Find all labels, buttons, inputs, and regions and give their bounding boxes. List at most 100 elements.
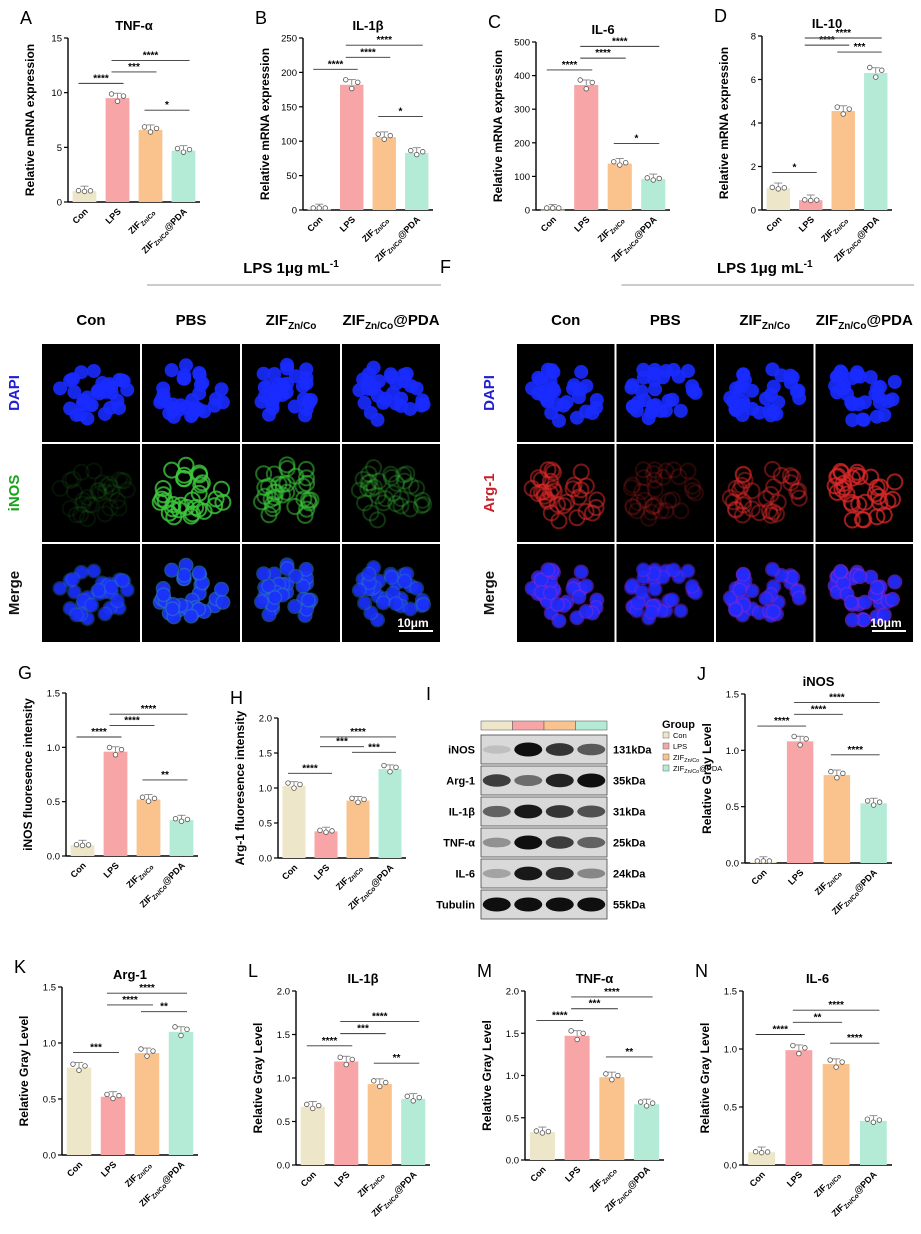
data-point [827, 1057, 833, 1063]
data-point [404, 1093, 410, 1099]
data-point [87, 188, 94, 194]
band [514, 775, 543, 786]
sig-label: *** [128, 62, 140, 73]
data-point [583, 86, 589, 92]
column-header-0: Con [76, 312, 105, 329]
tick-label-1: LPS [103, 206, 122, 225]
data-point [870, 1119, 877, 1125]
sig-label: * [793, 163, 797, 174]
data-point [387, 132, 393, 139]
legend-entry-1: LPS [673, 742, 687, 751]
legend-entry-2: ZIFZn/Co [673, 753, 699, 764]
data-point [118, 746, 125, 753]
band [482, 897, 511, 912]
data-point [387, 769, 393, 775]
legend-entry-0: Con [673, 731, 687, 740]
bar-0 [529, 1132, 555, 1160]
chart-title: TNF-α [115, 18, 153, 33]
data-point [383, 1079, 389, 1086]
data-point [180, 149, 187, 155]
lps-header: LPS 1μg mL-1 [717, 259, 813, 277]
y-tick-label: 0.5 [259, 819, 272, 830]
sig-label: **** [772, 1025, 788, 1036]
tick-label-1: LPS [99, 1159, 118, 1178]
bar-2 [134, 1053, 160, 1155]
data-point [650, 177, 656, 183]
data-point [151, 795, 158, 802]
bar-3 [171, 150, 196, 202]
data-point [764, 1149, 771, 1155]
tick-label-0: Con [68, 860, 87, 879]
bar-2 [831, 111, 855, 210]
bar-chart-G: G 0.0 0.5 1.0 1.5 iNOS fluoresence intensity C… [18, 663, 198, 910]
band [545, 743, 574, 756]
data-point [754, 858, 761, 864]
sig-label: **** [774, 716, 790, 727]
blot-kda-label: 25kDa [613, 838, 646, 850]
tick-label-1: LPS [786, 867, 805, 886]
bar-3 [405, 152, 429, 210]
tick-label-2: ZIFZn/Co [124, 860, 155, 891]
data-point [615, 1072, 621, 1079]
data-point [790, 1042, 796, 1049]
bar-0 [66, 1067, 92, 1155]
y-tick-label: 400 [514, 71, 530, 82]
data-point [814, 197, 820, 203]
blot-kda-label: 131kDa [613, 745, 652, 757]
legend-swatch-1 [662, 742, 670, 750]
data-point [617, 162, 623, 168]
lps-header: LPS 1μg mL-1 [243, 259, 339, 277]
tick-label-0: Con [65, 1159, 84, 1178]
y-axis-label: Relative Gray Level [17, 1016, 31, 1127]
band [545, 805, 574, 818]
sig-label: **** [360, 47, 376, 58]
chart-title: IL-1β [352, 18, 383, 33]
sig-label: **** [595, 48, 611, 59]
panel-letter-D: D [714, 6, 727, 26]
blot-kda-label: 55kDa [613, 900, 646, 912]
panel-letter: I [426, 684, 431, 704]
micrograph [616, 444, 714, 542]
sig-label: **** [372, 1011, 388, 1022]
sig-label: **** [124, 716, 140, 727]
group-strip-0 [480, 720, 513, 731]
y-tick-label: 0.5 [43, 1095, 56, 1106]
data-point [864, 1116, 871, 1122]
data-point [544, 205, 550, 211]
sig-label: ** [393, 1053, 401, 1064]
y-tick-label: 0 [57, 198, 62, 209]
data-point [343, 1061, 349, 1068]
bar-2 [372, 137, 396, 210]
y-tick-label: 1.0 [43, 1039, 56, 1050]
data-point [414, 151, 420, 158]
y-tick-label: 2.0 [277, 987, 290, 998]
data-point [623, 160, 629, 166]
sig-label: **** [139, 983, 155, 994]
data-point [375, 131, 381, 137]
y-tick-label: 0.5 [277, 1117, 290, 1128]
row-label-2: Merge [481, 571, 498, 615]
column-header-2: ZIFZn/Co [739, 312, 790, 332]
data-point [316, 205, 322, 211]
y-tick-label: 1.0 [724, 1045, 737, 1056]
sig-label: **** [828, 1000, 844, 1011]
tick-label-0: Con [70, 206, 89, 225]
data-point [355, 799, 361, 806]
group-strip-1 [512, 720, 545, 731]
y-tick-label: 1.5 [43, 983, 56, 994]
tick-label-2: ZIFZn/Co [812, 1169, 843, 1200]
sig-label: **** [847, 1033, 863, 1044]
bar-2 [823, 775, 851, 863]
data-point [556, 205, 562, 211]
data-point [355, 79, 361, 85]
micrograph [42, 444, 140, 542]
panel-letter-K: K [14, 957, 26, 977]
tick-label-1: LPS [101, 860, 120, 879]
y-tick-label: 150 [281, 102, 297, 113]
blot-protein-label: iNOS [448, 745, 475, 757]
data-point [802, 197, 808, 203]
data-point [184, 816, 191, 823]
tick-label-1: LPS [572, 214, 591, 233]
y-tick-label: 1.5 [726, 690, 739, 701]
tick-label-0: Con [764, 214, 783, 233]
